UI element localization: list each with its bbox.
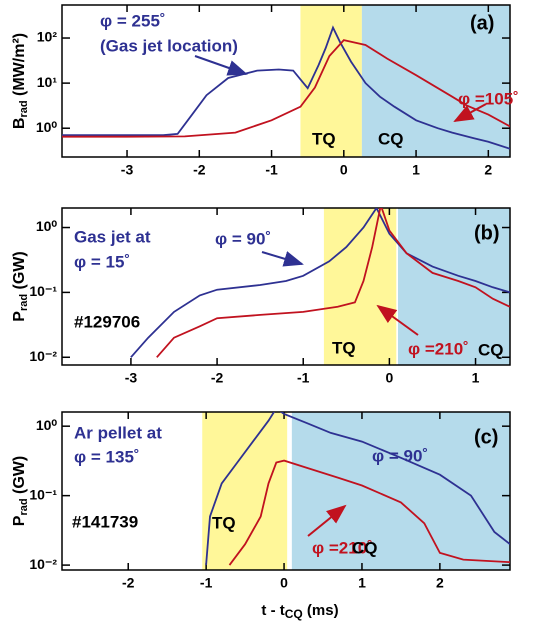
x-label-unit: (ms) bbox=[303, 602, 339, 619]
y-tick-label: 10⁰ bbox=[36, 119, 58, 135]
arrow bbox=[307, 504, 347, 537]
span-label: TQ bbox=[332, 338, 356, 357]
x-tick-label: 0 bbox=[280, 575, 288, 591]
x-tick-label: 1 bbox=[358, 575, 366, 591]
span-label: CQ bbox=[478, 340, 504, 359]
y-label-sub: rad bbox=[18, 100, 30, 117]
series-line bbox=[228, 459, 510, 566]
y-tick-label: 10⁰ bbox=[36, 417, 58, 433]
y-tick-label: 10¹ bbox=[37, 74, 58, 90]
series-label: φ =105˚ bbox=[458, 89, 519, 108]
phase-span bbox=[202, 412, 288, 570]
y-tick-label: 10² bbox=[37, 29, 58, 45]
series-line bbox=[130, 208, 510, 358]
x-tick-label: -1 bbox=[297, 370, 310, 386]
series-label: φ = 255˚ bbox=[100, 11, 166, 30]
y-tick-label: 10⁻¹ bbox=[29, 283, 57, 299]
y-tick-label: 10⁻² bbox=[29, 348, 57, 364]
x-axis-label: t - tCQ (ms) bbox=[261, 602, 338, 621]
y-label-main: B bbox=[11, 118, 28, 130]
x-label-main: t - t bbox=[261, 602, 284, 619]
span-label: TQ bbox=[312, 129, 336, 148]
annotation: #141739 bbox=[72, 512, 138, 531]
panel: -3 -2 -1 0 1 2 10⁰ 10¹ 10² φ = 255˚ φ =105˚ TQ CQ (Ga… bbox=[11, 4, 519, 178]
x-tick-label: 1 bbox=[412, 162, 420, 178]
x-tick-label: -1 bbox=[200, 575, 213, 591]
y-tick-label: 10⁰ bbox=[36, 218, 58, 234]
y-label-main: P bbox=[11, 311, 28, 322]
panel-label: (a) bbox=[470, 12, 494, 34]
series-label: φ =210˚ bbox=[312, 538, 373, 557]
y-axis-label: Prad (GW) bbox=[11, 456, 30, 526]
series-label: φ = 90˚ bbox=[372, 446, 428, 465]
series-line bbox=[156, 208, 510, 358]
plot-frame bbox=[61, 411, 511, 571]
series-label: φ = 90˚ bbox=[215, 229, 271, 248]
x-tick-label: 0 bbox=[385, 370, 393, 386]
arrow bbox=[261, 251, 304, 267]
y-label-sub: rad bbox=[18, 294, 30, 311]
phase-span bbox=[291, 412, 510, 570]
x-tick-label: -2 bbox=[193, 162, 206, 178]
x-tick-label: 2 bbox=[484, 162, 492, 178]
plot-frame bbox=[61, 4, 511, 158]
y-label-sub: rad bbox=[18, 498, 30, 515]
panel-label: (b) bbox=[474, 222, 500, 244]
x-tick-label: -2 bbox=[122, 575, 135, 591]
panel-label: (c) bbox=[474, 426, 498, 448]
panel: -3 -2 -1 0 1 10⁻² 10⁻¹ 10⁰ φ = 90˚ φ =210˚ TQ CQ Gas… bbox=[11, 207, 511, 386]
x-label-sub: CQ bbox=[285, 607, 303, 621]
annotation: φ = 15˚ bbox=[74, 252, 130, 271]
y-axis-label: Brad (MW/m²) bbox=[11, 33, 30, 129]
annotation: #129706 bbox=[74, 312, 140, 331]
phase-span bbox=[323, 208, 397, 365]
span-label: CQ bbox=[352, 538, 378, 557]
plot-frame bbox=[61, 207, 511, 366]
y-label-unit: (MW/m²) bbox=[11, 33, 28, 101]
y-label-unit: (GW) bbox=[11, 251, 28, 294]
annotation: (Gas jet location) bbox=[100, 36, 238, 55]
x-tick-label: -2 bbox=[211, 370, 224, 386]
span-label: TQ bbox=[212, 513, 236, 532]
series-label: φ =210˚ bbox=[408, 339, 469, 358]
y-label-main: P bbox=[11, 515, 28, 526]
arrow bbox=[453, 103, 487, 122]
span-label: CQ bbox=[378, 129, 404, 148]
arrow bbox=[194, 55, 248, 76]
annotation: Gas jet at bbox=[74, 227, 151, 246]
x-tick-label: -1 bbox=[265, 162, 278, 178]
series-line bbox=[62, 39, 510, 138]
y-label-unit: (GW) bbox=[11, 456, 28, 499]
annotation: φ = 135˚ bbox=[74, 447, 140, 466]
x-tick-label: -3 bbox=[121, 162, 134, 178]
series-line bbox=[62, 25, 510, 150]
arrow bbox=[376, 304, 419, 336]
x-tick-label: -3 bbox=[125, 370, 138, 386]
y-tick-label: 10⁻² bbox=[29, 556, 57, 572]
y-axis-label: Prad (GW) bbox=[11, 251, 30, 321]
x-tick-label: 0 bbox=[340, 162, 348, 178]
x-tick-label: 2 bbox=[436, 575, 444, 591]
series-line bbox=[205, 412, 510, 566]
annotation: Ar pellet at bbox=[74, 423, 162, 442]
x-tick-label: 1 bbox=[472, 370, 480, 386]
phase-span bbox=[361, 5, 510, 157]
panel: -2 -1 0 1 2 10⁻² 10⁻¹ 10⁰ φ = 90˚ φ =210˚ TQ CQ Ar p… bbox=[11, 411, 511, 621]
y-tick-label: 10⁻¹ bbox=[29, 486, 57, 502]
